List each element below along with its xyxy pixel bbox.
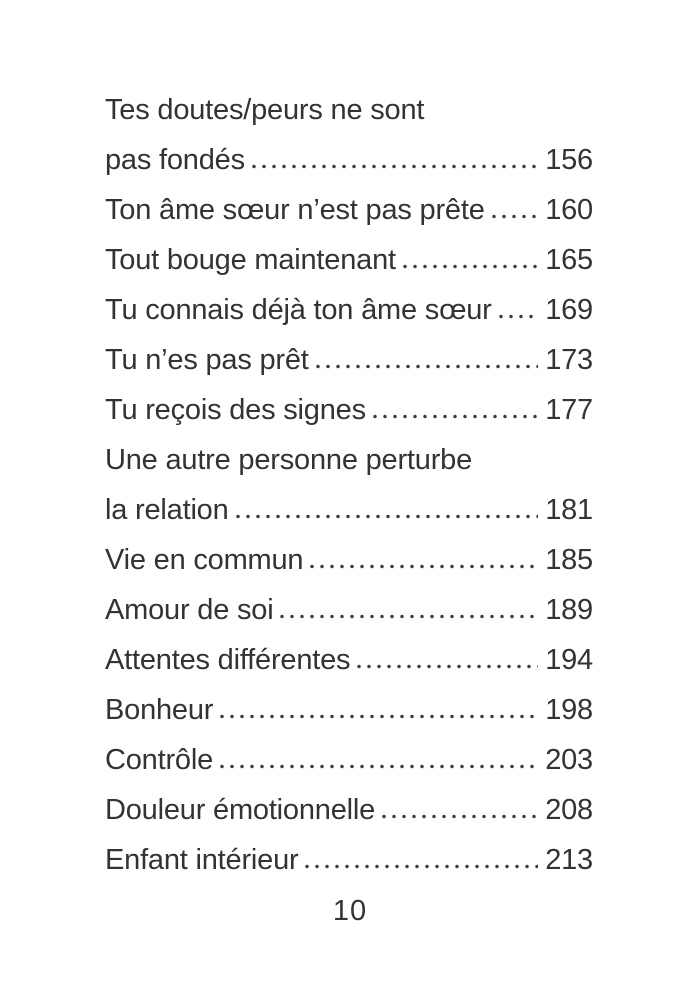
dotted-leader — [402, 264, 539, 269]
dotted-leader — [305, 864, 539, 869]
toc-entry-row: pas fondés 156 — [105, 135, 593, 185]
toc-entry-title: Douleur émotionnelle — [105, 794, 376, 826]
toc-entry-row: Tu connais déjà ton âme sœur 169 — [105, 285, 593, 335]
toc-entry: Tout bouge maintenant 165 — [105, 235, 593, 285]
dotted-leader — [310, 564, 539, 569]
toc-entry: Vie en commun 185 — [105, 535, 593, 585]
dotted-leader — [357, 664, 539, 669]
toc-entry: Tu reçois des signes 177 — [105, 385, 593, 435]
toc-entry: Enfant intérieur 213 — [105, 835, 593, 885]
toc-entry-row: Tu n’es pas prêt 173 — [105, 335, 593, 385]
toc-entry-row: Vie en commun 185 — [105, 535, 593, 585]
toc-entry-title: Tu connais déjà ton âme sœur — [105, 294, 492, 326]
toc-entry-title: Amour de soi — [105, 594, 274, 626]
table-of-contents: Tes doutes/peurs ne sont pas fondés 156 … — [105, 85, 593, 885]
dotted-leader — [220, 714, 539, 719]
toc-entry-row: Enfant intérieur 213 — [105, 835, 593, 885]
toc-entry-title: la relation — [105, 494, 229, 526]
toc-entry-row: Ton âme sœur n’est pas prête 160 — [105, 185, 593, 235]
dotted-leader — [251, 164, 539, 169]
toc-entry-page-number: 189 — [545, 594, 593, 626]
dotted-leader — [220, 764, 539, 769]
toc-entry-row: la relation 181 — [105, 485, 593, 535]
toc-entry-page-number: 181 — [545, 494, 593, 526]
toc-entry-title: Contrôle — [105, 744, 214, 776]
toc-entry-row: Contrôle 203 — [105, 735, 593, 785]
toc-entry-page-number: 160 — [545, 194, 593, 226]
toc-entry-title: Enfant intérieur — [105, 844, 299, 876]
dotted-leader — [372, 414, 539, 419]
toc-entry-page-number: 198 — [545, 694, 593, 726]
toc-entry-row: Attentes différentes 194 — [105, 635, 593, 685]
toc-entry-title: Tu reçois des signes — [105, 394, 366, 426]
dotted-leader — [498, 314, 539, 319]
toc-entry: Attentes différentes 194 — [105, 635, 593, 685]
toc-entry-row: Bonheur 198 — [105, 685, 593, 735]
toc-entry-title: Bonheur — [105, 694, 214, 726]
dotted-leader — [280, 614, 539, 619]
toc-entry-title: Tout bouge maintenant — [105, 244, 396, 276]
toc-entry: Tes doutes/peurs ne sont pas fondés 156 — [105, 85, 593, 185]
toc-entry-title: Attentes différentes — [105, 644, 351, 676]
toc-entry-page-number: 165 — [545, 244, 593, 276]
dotted-leader — [382, 814, 539, 819]
toc-entry-row: Tu reçois des signes 177 — [105, 385, 593, 435]
page-footer: 10 — [0, 893, 700, 929]
toc-entry-page-number: 185 — [545, 544, 593, 576]
toc-entry-row: Tout bouge maintenant 165 — [105, 235, 593, 285]
toc-entry: Amour de soi 189 — [105, 585, 593, 635]
toc-entry: Une autre personne perturbe la relation … — [105, 435, 593, 535]
toc-entry-title: Ton âme sœur n’est pas prête — [105, 194, 485, 226]
toc-entry: Douleur émotionnelle 208 — [105, 785, 593, 835]
toc-entry-page-number: 177 — [545, 394, 593, 426]
toc-entry: Tu n’es pas prêt 173 — [105, 335, 593, 385]
page-number: 10 — [332, 895, 368, 927]
toc-entry-row: Amour de soi 189 — [105, 585, 593, 635]
toc-entry-page-number: 203 — [545, 744, 593, 776]
toc-entry-title: Vie en commun — [105, 544, 304, 576]
toc-entry-title-line: Tes doutes/peurs ne sont — [105, 94, 425, 126]
toc-entry: Tu connais déjà ton âme sœur 169 — [105, 285, 593, 335]
toc-entry: Contrôle 203 — [105, 735, 593, 785]
toc-entry-title: pas fondés — [105, 144, 245, 176]
toc-entry-page-number: 194 — [545, 644, 593, 676]
toc-list: Tes doutes/peurs ne sont pas fondés 156 … — [105, 85, 593, 885]
toc-entry-page-number: 169 — [545, 294, 593, 326]
toc-entry-page-number: 156 — [545, 144, 593, 176]
toc-entry-page-number: 208 — [545, 794, 593, 826]
toc-entry-title: Tu n’es pas prêt — [105, 344, 309, 376]
toc-entry-page-number: 213 — [545, 844, 593, 876]
dotted-leader — [315, 364, 539, 369]
toc-entry-page-number: 173 — [545, 344, 593, 376]
toc-entry-title-line: Une autre personne perturbe — [105, 444, 473, 476]
dotted-leader — [491, 214, 539, 219]
dotted-leader — [235, 514, 539, 519]
toc-entry: Bonheur 198 — [105, 685, 593, 735]
toc-entry-row: Douleur émotionnelle 208 — [105, 785, 593, 835]
toc-entry: Ton âme sœur n’est pas prête 160 — [105, 185, 593, 235]
